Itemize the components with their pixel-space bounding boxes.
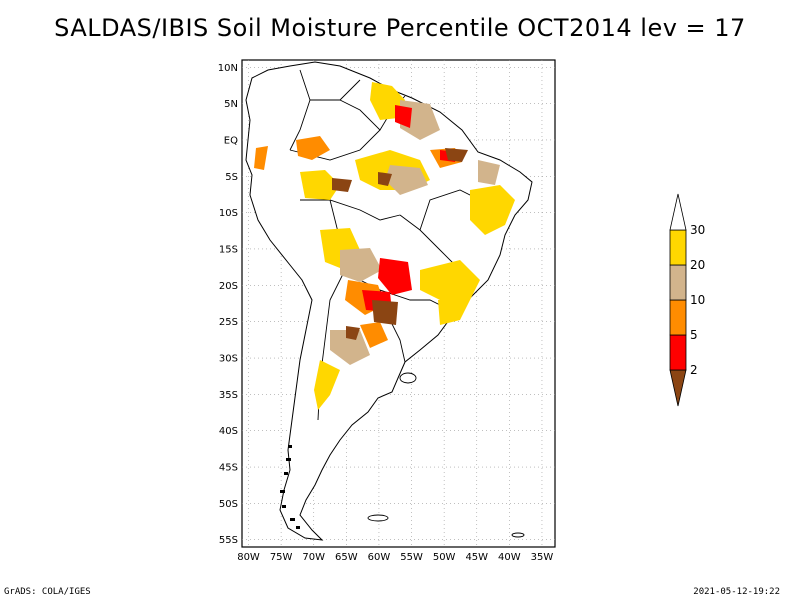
lon-tick-label: 80W <box>237 552 260 563</box>
lat-tick-label: 35S <box>219 390 238 401</box>
soil-moisture-shading <box>254 82 515 410</box>
colorbar-segment-below-2 <box>669 369 687 407</box>
lat-tick-label: 5S <box>225 172 238 183</box>
timestamp: 2021-05-12-19:22 <box>693 587 780 597</box>
colorbar-label: 2 <box>690 363 698 377</box>
lat-tick-label: 55S <box>219 535 238 546</box>
south-georgia-island <box>511 532 525 538</box>
colorbar-label: 10 <box>690 293 705 307</box>
colorbar-label: 5 <box>690 328 698 342</box>
lat-tick-label: 15S <box>219 244 238 255</box>
lon-tick-label: 65W <box>335 552 358 563</box>
lat-tick-label: 25S <box>219 317 238 328</box>
lon-tick-label: 55W <box>400 552 423 563</box>
lat-tick-label: 5N <box>224 99 238 110</box>
lat-tick-label: 10N <box>218 63 238 74</box>
longitude-labels: 80W 75W 70W 65W 60W 55W 50W 45W 40W 35W <box>237 552 553 563</box>
colorbar-label: 30 <box>690 223 705 237</box>
colorbar-segment <box>669 229 687 266</box>
lat-tick-label: 50S <box>219 499 238 510</box>
lon-tick-label: 35W <box>531 552 554 563</box>
colorbar: 2 5 10 20 30 <box>669 193 705 407</box>
uruguay-coast <box>399 372 417 384</box>
colorbar-segment <box>669 264 687 301</box>
colorbar-segment-above-30 <box>669 193 687 231</box>
latitude-labels: 10N 5N EQ 5S 10S 15S 20S 25S 30S 35S 40S 45S 50S 55S <box>218 63 238 546</box>
grads-credit: GrADS: COLA/IGES <box>4 587 91 597</box>
colorbar-segment <box>669 334 687 371</box>
lat-tick-label: 45S <box>219 463 238 474</box>
lon-tick-label: 60W <box>368 552 391 563</box>
lat-tick-label: 20S <box>219 281 238 292</box>
lon-tick-label: 75W <box>270 552 293 563</box>
map-title: SALDAS/IBIS Soil Moisture Percentile OCT… <box>54 14 746 42</box>
lon-tick-label: 70W <box>302 552 325 563</box>
colorbar-segment <box>669 299 687 336</box>
colorbar-label: 20 <box>690 258 705 272</box>
lat-tick-label: 30S <box>219 354 238 365</box>
lat-tick-label: EQ <box>224 135 238 146</box>
lat-tick-label: 10S <box>219 208 238 219</box>
lon-tick-label: 50W <box>433 552 456 563</box>
lon-tick-label: 45W <box>465 552 488 563</box>
lon-tick-label: 40W <box>498 552 521 563</box>
falkland-islands <box>367 514 389 522</box>
patagonia-speckles <box>280 445 300 529</box>
lat-tick-label: 40S <box>219 426 238 437</box>
